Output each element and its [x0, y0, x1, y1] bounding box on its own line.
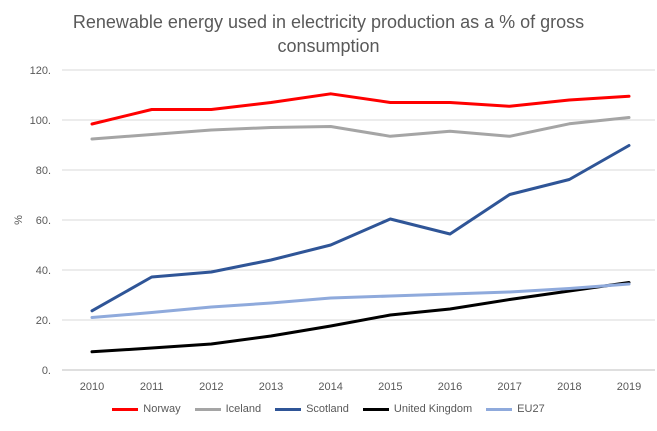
x-tick-label: 2019: [617, 381, 641, 393]
y-tick-label: 20.: [36, 315, 51, 327]
legend-item: Norway: [112, 403, 181, 415]
y-tick-label: 0.: [42, 365, 51, 377]
chart-title: Renewable energy used in electricity pro…: [0, 10, 657, 58]
y-tick-label: 120.: [30, 65, 51, 77]
x-tick-label: 2013: [259, 381, 283, 393]
legend-label: Iceland: [225, 403, 262, 415]
legend-label: Scotland: [306, 403, 349, 415]
x-tick-label: 2014: [318, 381, 342, 393]
x-tick-label: 2010: [80, 381, 104, 393]
series-line-scotland: [90, 144, 631, 313]
x-tick-label: 2018: [557, 381, 581, 393]
x-tick-label: 2012: [199, 381, 223, 393]
series-line-united-kingdom: [90, 281, 631, 354]
legend-item: Iceland: [194, 403, 262, 415]
y-tick-label: 40.: [36, 265, 51, 277]
legend-label: United Kingdom: [393, 403, 473, 415]
x-tick-label: 2015: [378, 381, 402, 393]
legend-swatch: [275, 407, 302, 411]
y-tick-label: 100.: [30, 115, 51, 127]
chart-title-line-2: consumption: [277, 36, 380, 56]
y-tick-label: 60.: [36, 215, 51, 227]
legend-swatch: [112, 407, 139, 411]
legend-swatch: [362, 407, 389, 411]
x-tick-label: 2016: [438, 381, 462, 393]
y-tick-label: 80.: [36, 165, 51, 177]
legend-label: EU27: [517, 403, 545, 415]
x-tick-label: 2011: [140, 381, 164, 393]
legend-item: EU27: [486, 403, 545, 415]
legend-item: Scotland: [275, 403, 349, 415]
series-line-iceland: [90, 116, 631, 141]
x-tick-label: 2017: [497, 381, 521, 393]
y-axis-label: %: [13, 215, 25, 225]
legend-item: United Kingdom: [362, 403, 473, 415]
legend-swatch: [194, 407, 221, 411]
chart-title-line-1: Renewable energy used in electricity pro…: [72, 12, 585, 32]
legend: Norway Iceland Scotland United Kingdom EU27: [0, 403, 657, 415]
legend-label: Norway: [143, 403, 181, 415]
series-line-eu27: [90, 282, 631, 319]
series-line-norway: [90, 92, 631, 126]
legend-swatch: [486, 407, 513, 411]
